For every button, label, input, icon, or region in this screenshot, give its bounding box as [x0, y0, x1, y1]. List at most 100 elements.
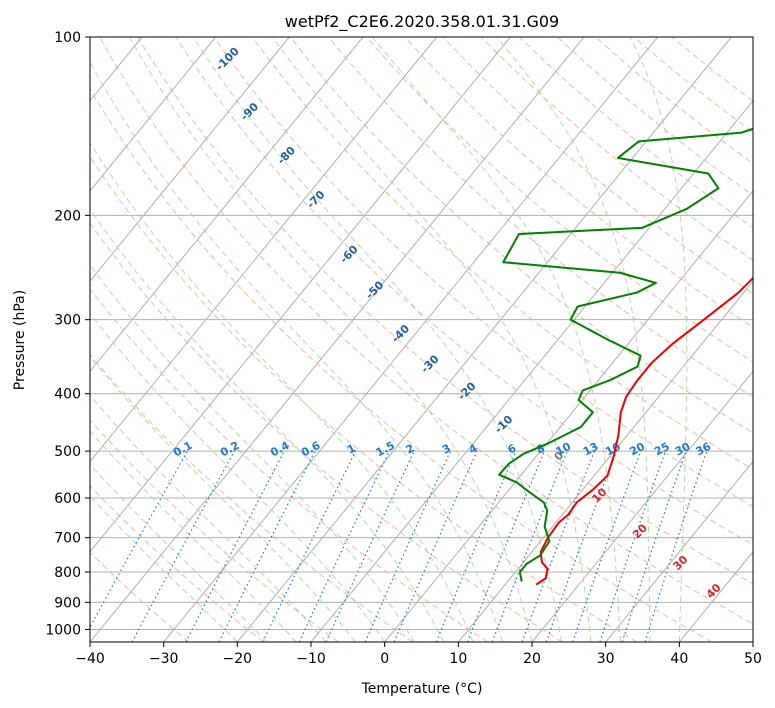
mixing-ratio-line [218, 450, 316, 642]
moist-adiabat-line [496, 37, 651, 642]
dry-adiabat-line [404, 37, 753, 328]
y-axis-label: Pressure (hPa) [12, 290, 28, 390]
isotherm-line [384, 190, 753, 642]
mixing-ratio-label: 0.1 [171, 439, 194, 460]
isotherm-line [236, 37, 732, 642]
x-tick-label: 0 [380, 651, 389, 667]
mixing-ratio-label: 0.4 [268, 439, 292, 460]
x-tick-label: −20 [223, 651, 253, 667]
dry-adiabat-lines [90, 37, 753, 642]
isotherm-line [90, 37, 438, 463]
dry-adiabat-label: 30 [671, 553, 691, 573]
moist-adiabat-line [90, 141, 474, 642]
mixing-ratio-label: 1 [345, 442, 358, 457]
dry-adiabat-line [90, 551, 190, 642]
dry-adiabat-label: -30 [418, 352, 441, 375]
dry-adiabat-line [442, 37, 753, 295]
moist-adiabat-line [90, 264, 415, 642]
dry-adiabat-line [289, 37, 753, 434]
isotherm-line [90, 37, 364, 373]
isotherm-line [90, 37, 511, 553]
y-axis: 100 200 300 400 500 600 700 800 900 1000 [45, 30, 90, 638]
mixing-ratio-line [435, 450, 517, 642]
x-tick-label: −40 [75, 651, 105, 667]
y-tick-label: 800 [54, 565, 81, 581]
mixing-ratio-label: 10 [554, 440, 574, 459]
mixing-ratio-label: 13 [581, 440, 601, 459]
mixing-ratio-label: 25 [652, 440, 672, 459]
moist-adiabat-line [90, 463, 268, 642]
dry-adiabat-label: 20 [630, 521, 650, 541]
y-tick-label: 600 [54, 491, 81, 507]
dry-adiabat-label: -50 [363, 278, 386, 301]
mixing-ratio-label: 36 [694, 440, 714, 459]
isotherm-line [0, 37, 68, 642]
x-tick-label: −30 [149, 651, 179, 667]
dry-adiabat-line [595, 37, 753, 165]
mixing-ratio-line [621, 450, 687, 642]
series-line-2 [498, 127, 753, 582]
moist-adiabat-line [90, 312, 386, 642]
isotherm-line [678, 550, 753, 642]
moist-adiabat-line [90, 495, 238, 642]
dry-adiabat-line [90, 288, 488, 642]
mixing-ratio-line [262, 450, 357, 642]
moist-adiabat-line [272, 37, 592, 642]
moist-adiabat-line [90, 394, 327, 642]
mixing-ratio-label: 30 [673, 440, 693, 459]
dry-adiabat-label: -60 [337, 242, 360, 265]
dry-adiabat-label: -20 [455, 379, 478, 402]
mixing-ratio-line [325, 450, 415, 642]
moist-adiabat-line [90, 60, 504, 642]
dry-adiabat-line [175, 37, 753, 546]
moist-adiabat-line [629, 37, 688, 642]
isotherm-line [605, 460, 753, 642]
series-line-1 [535, 276, 753, 586]
dry-adiabat-line [137, 37, 753, 585]
plot-area: 0.1 0.2 0.4 0.6 1 1.5 2 3 4 6 8 10 13 16 20 25 30 36-100-… [0, 37, 753, 642]
dry-adiabat-label: 10 [589, 485, 609, 505]
mixing-ratio-line [545, 450, 618, 642]
moist-adiabat-line [90, 208, 445, 642]
x-tick-label: 50 [744, 651, 762, 667]
x-tick-label: −10 [296, 651, 326, 667]
dry-adiabat-line [90, 419, 339, 642]
x-axis-label: Temperature (°C) [361, 681, 483, 697]
isotherm-line [163, 37, 659, 642]
moist-adiabat-line [192, 37, 562, 642]
y-tick-label: 400 [54, 387, 81, 403]
dry-adiabat-line [90, 88, 712, 642]
y-tick-label: 100 [54, 30, 81, 46]
dry-adiabat-label: -90 [238, 100, 261, 123]
dry-adiabat-label: -80 [275, 144, 298, 167]
dry-adiabat-line [99, 37, 753, 625]
x-tick-label: 10 [449, 651, 467, 667]
moist-adiabat-line [90, 430, 297, 642]
mixing-ratio-line [644, 450, 708, 642]
plot-frame [89, 36, 754, 643]
dry-adiabat-line [557, 37, 753, 196]
mixing-ratio-line [599, 450, 667, 642]
mixing-ratio-label: 20 [627, 440, 647, 459]
dry-adiabat-line [90, 155, 638, 642]
mixing-ratio-label: 0.2 [218, 439, 241, 460]
isotherm-line [457, 280, 753, 642]
y-tick-label: 1000 [45, 622, 81, 638]
isotherm-line [90, 37, 217, 192]
y-tick-label: 700 [54, 531, 81, 547]
y-tick-label: 500 [54, 444, 81, 460]
mixing-ratio-line [521, 450, 596, 642]
moist-adiabat-lines [90, 37, 688, 642]
moist-adiabat-line [90, 355, 356, 642]
mixing-ratio-label: 0.6 [299, 439, 323, 460]
isotherm-line [752, 641, 753, 642]
dry-adiabat-line [90, 485, 264, 642]
x-axis: −40 −30 −20 −10 0 10 20 30 40 50 [75, 642, 762, 667]
mixing-ratio-line [131, 450, 235, 642]
isotherm-line [531, 370, 753, 642]
profile-series [498, 127, 753, 586]
dry-adiabat-line [213, 37, 753, 508]
mixing-ratio-line [90, 450, 188, 629]
mixing-ratio-label: 16 [603, 440, 623, 459]
